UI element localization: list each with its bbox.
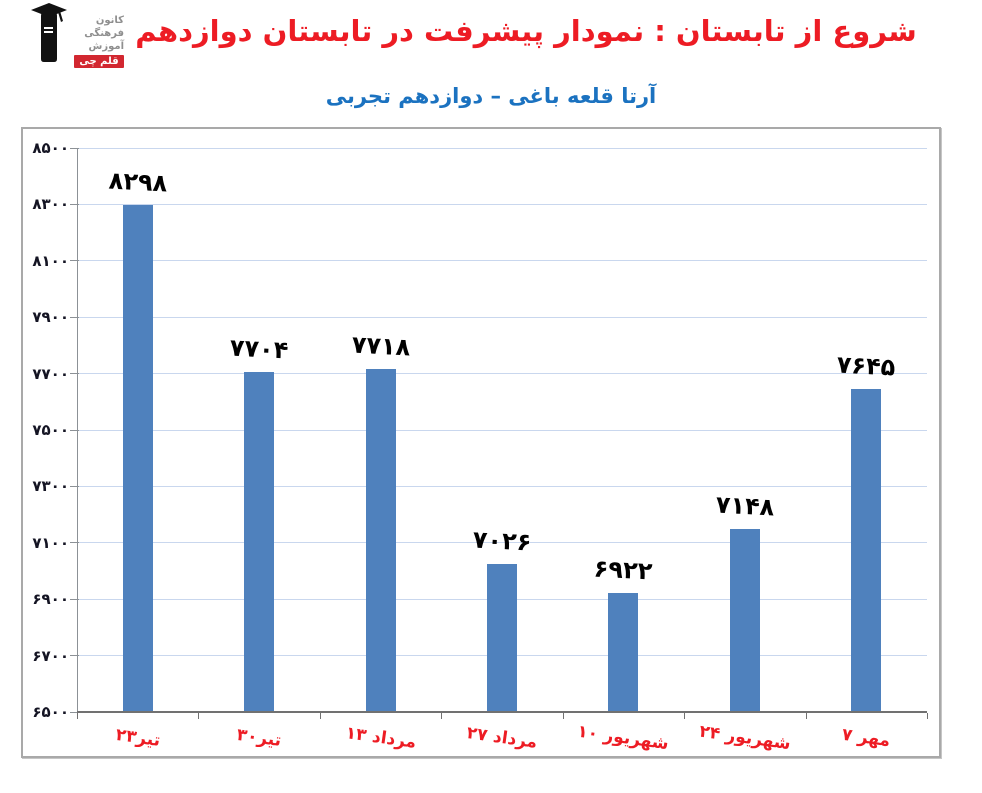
bar-value-label: ۷۰۲۶ (472, 525, 532, 557)
x-axis-tick (563, 713, 564, 719)
bar-value-label: ۷۷۱۸ (350, 330, 411, 362)
x-axis-tick (441, 713, 442, 719)
bar (851, 389, 882, 711)
y-axis-tick (70, 655, 79, 657)
x-axis-label: ۱۳ مرداد (343, 723, 418, 753)
x-axis-label: ۷ مهر (840, 724, 892, 752)
page-subtitle: آرتا قلعه باغی – دوازدهم تجربی (325, 84, 657, 108)
gridline (77, 203, 927, 205)
gridline (77, 260, 927, 262)
bar (729, 529, 760, 711)
logo-line-3: آموزش (88, 41, 124, 52)
x-axis-label: ۲۷ مرداد (465, 723, 539, 753)
page-title: شروع از تابستان : نمودار پیشرفت در تابست… (135, 14, 917, 48)
y-axis-label: ۷۷۰۰ (32, 364, 69, 383)
bar (122, 204, 153, 711)
y-axis-tick (70, 711, 79, 713)
x-axis-tick (77, 713, 78, 719)
gridline (77, 485, 927, 487)
y-axis-label: ۷۵۰۰ (32, 421, 69, 439)
y-axis-label: ۶۵۰۰ (32, 703, 69, 721)
y-axis-tick (70, 203, 79, 205)
y-axis-tick (70, 316, 79, 318)
logo-line-2: فرهنگی (84, 28, 124, 39)
plot-area: ۶۵۰۰ ۶۷۰۰ ۶۹۰۰ ۷۱۰۰ ۷۳۰۰ ۷۵۰۰ ۷۷۰۰ ۷۹۰۰ ۸۱۰۰ ۸۳۰۰… (32, 139, 928, 754)
bar-value-label: ۷۱۴۸ (714, 490, 775, 522)
gridline (77, 373, 927, 375)
x-axis-tick (684, 713, 685, 719)
y-axis-tick (70, 485, 79, 487)
x-axis-label: ۳۰تیر (235, 724, 283, 752)
y-axis-label: ۸۵۰۰ (32, 139, 69, 157)
bar-value-label: ۷۷۰۴ (229, 333, 290, 365)
bar (244, 372, 275, 711)
y-axis-label: ۶۹۰۰ (32, 590, 69, 609)
bar (365, 368, 396, 711)
gridline (77, 316, 927, 318)
y-axis-label: ۷۱۰۰ (32, 533, 69, 552)
y-axis-label: ۸۳۰۰ (32, 195, 69, 214)
x-axis-label: ۲۴ شهریور (697, 721, 792, 755)
logo-text: کانون فرهنگی آموزش قلم چی (74, 3, 124, 68)
x-axis-tick (320, 713, 321, 719)
kanoon-logo: کانون فرهنگی آموزش قلم چی (30, 3, 124, 68)
bar (608, 592, 639, 711)
x-axis-line (77, 711, 927, 713)
x-axis-tick (927, 713, 928, 719)
y-axis-tick (70, 429, 79, 431)
bar-value-label: ۶۹۲۲ (593, 554, 654, 586)
logo-badge: قلم چی (74, 55, 124, 68)
x-axis-tick (198, 713, 199, 719)
bar (487, 563, 517, 711)
y-axis-tick (70, 598, 79, 600)
y-axis-label: ۷۹۰۰ (32, 308, 69, 327)
graduate-icon (31, 3, 67, 62)
logo-line-1: کانون (95, 15, 124, 26)
gridline (77, 429, 927, 431)
chart-frame: ۶۵۰۰ ۶۷۰۰ ۶۹۰۰ ۷۱۰۰ ۷۳۰۰ ۷۵۰۰ ۷۷۰۰ ۷۹۰۰ ۸۱۰۰ ۸۳۰۰… (21, 127, 941, 758)
y-axis-tick (70, 542, 79, 544)
x-axis-label: ۲۳تیر (114, 724, 162, 752)
y-axis-label: ۸۱۰۰ (32, 251, 69, 270)
y-axis-tick (70, 260, 79, 262)
bar-value-label: ۷۶۴۵ (836, 350, 897, 382)
x-axis-label: ۱۰ شهریور (576, 721, 671, 755)
y-axis-tick (70, 373, 79, 375)
y-axis-tick (70, 147, 79, 149)
bar-value-label: ۸۲۹۸ (107, 166, 168, 198)
y-axis-label: ۷۳۰۰ (32, 477, 69, 496)
y-axis-label: ۶۷۰۰ (32, 646, 69, 665)
gridline (77, 147, 927, 149)
y-axis-line (77, 148, 78, 712)
gridline (77, 542, 927, 544)
x-axis-tick (806, 713, 807, 719)
